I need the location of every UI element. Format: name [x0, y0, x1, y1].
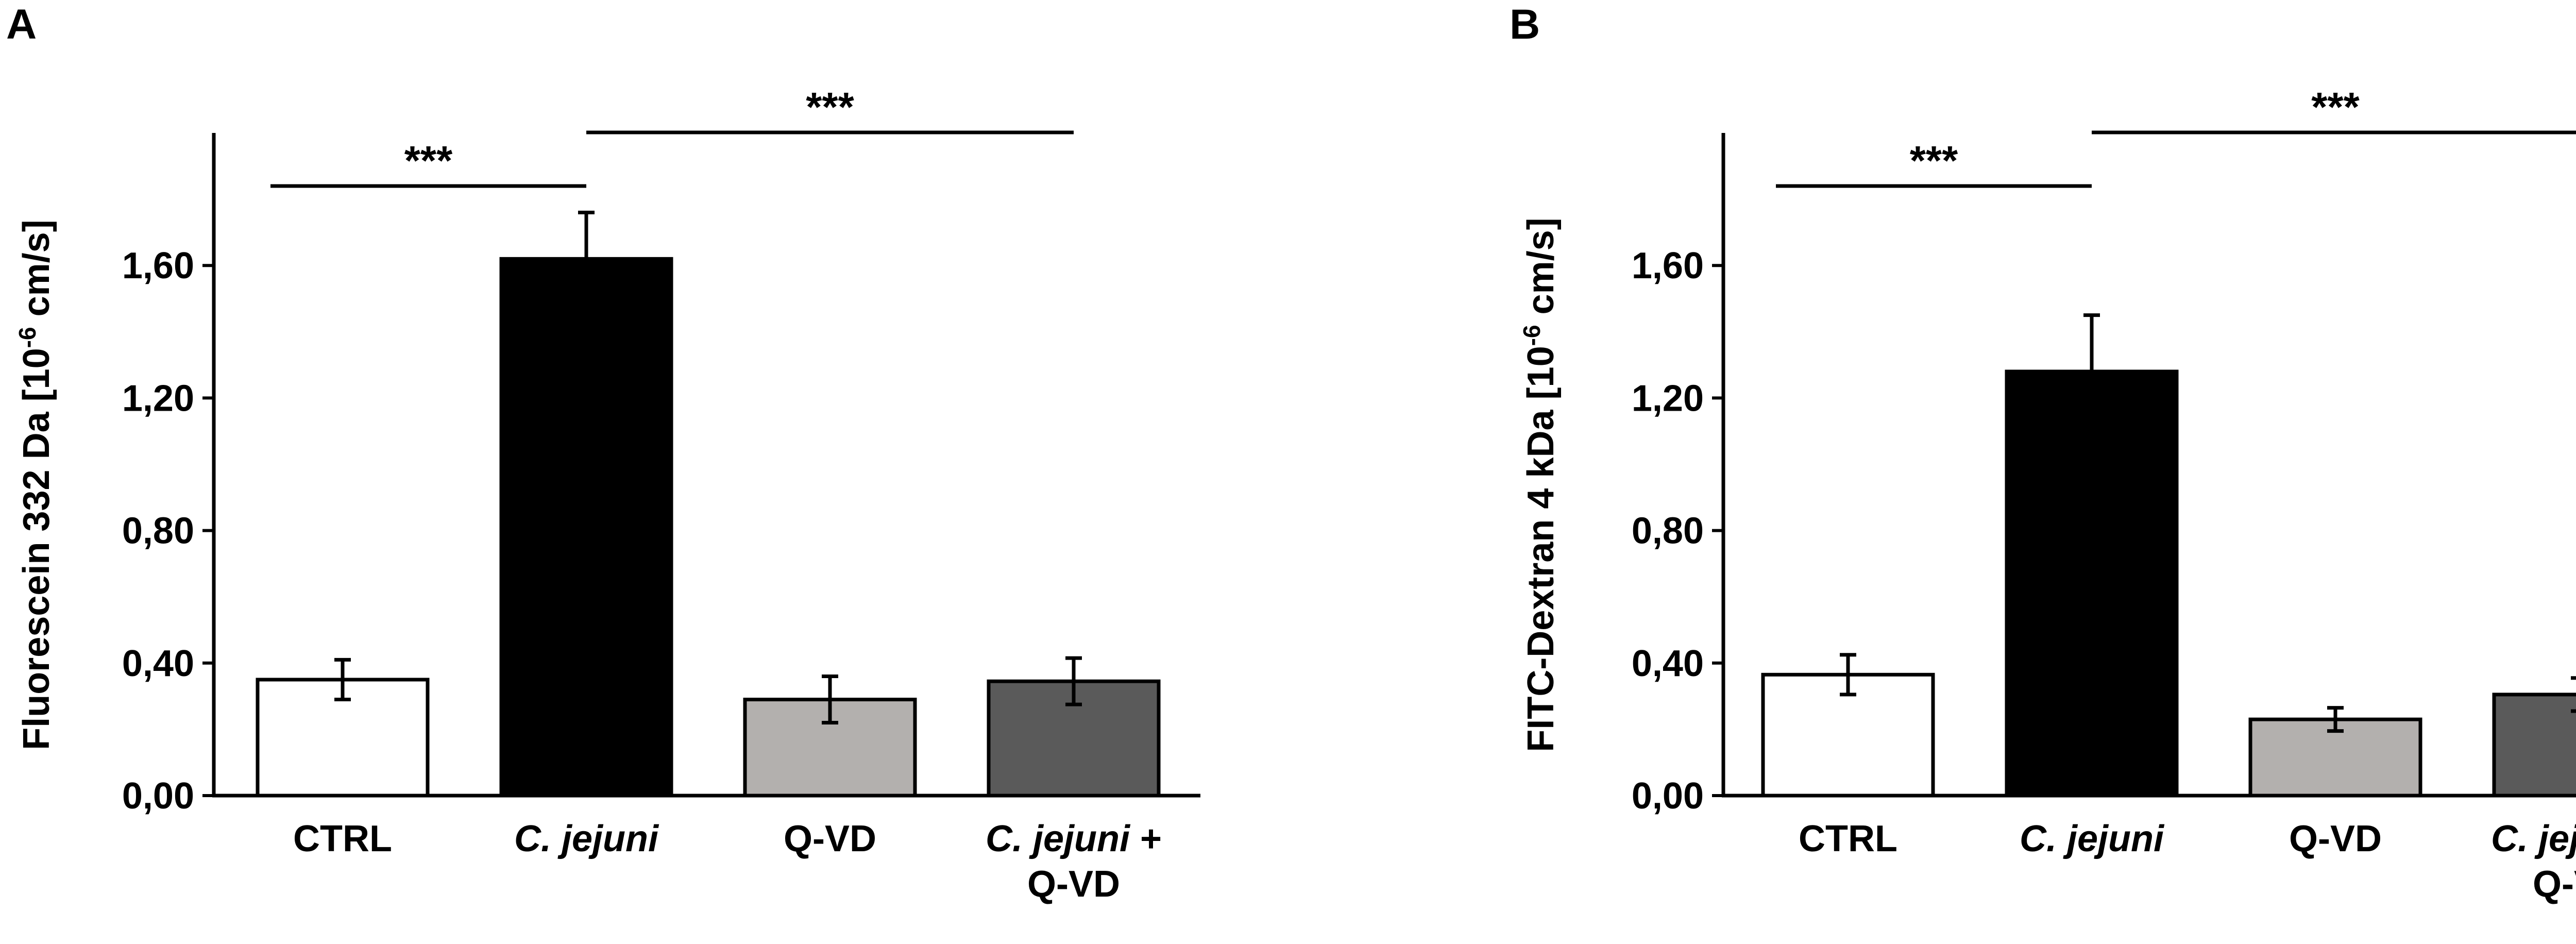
bar [743, 698, 917, 798]
x-category-label-part: C. jejuni [514, 818, 659, 859]
y-axis-title: Fluorescein 332 Da [10-6 cm/s] [14, 220, 57, 750]
x-category-label-part: C. jejuni [2020, 818, 2165, 859]
panel-b: B 0,00 0,40 0,80 1,20 1,60 FITC-Dextran 4 kDa … [1510, 1, 2576, 905]
bar [2005, 369, 2179, 798]
x-category-label: C. jejuni [2020, 818, 2165, 859]
y-axis-title: FITC-Dextran 4 kDa [10-6 cm/s] [1518, 217, 1562, 752]
x-category-label-part: C. jejuni [2491, 818, 2576, 859]
y-tick-label: 0,80 [122, 511, 194, 552]
x-category-label-part: + [1130, 818, 1162, 859]
y-axis-title-unit: cm/s] [1520, 217, 1562, 325]
y-tick-label: 0,00 [122, 776, 194, 817]
x-category-label-part: Q-VD [2289, 818, 2382, 859]
panel-letter: B [1510, 1, 1540, 48]
x-category-label: Q-VD [2533, 864, 2576, 905]
y-tick-label: 1,60 [1632, 245, 1704, 286]
significance-label: *** [806, 84, 854, 130]
bar [2492, 693, 2576, 798]
x-category-label-part: Q-VD [784, 818, 876, 859]
y-axis-title-main: FITC-Dextran 4 kDa [10 [1520, 346, 1562, 752]
x-category-label-part: CTRL [293, 818, 392, 859]
y-tick-label: 0,40 [122, 643, 194, 684]
x-category-label: Q-VD [2289, 818, 2382, 859]
y-tick-label: 0,40 [1632, 643, 1704, 684]
y-axis-title-unit: cm/s] [16, 220, 57, 327]
bar [499, 257, 673, 798]
x-category-label: CTRL [1799, 818, 1897, 859]
x-category-label-part: Q-VD [2533, 864, 2576, 905]
x-category-label: Q-VD [1027, 864, 1120, 905]
panel-letter: A [6, 1, 37, 48]
x-category-label: C. jejuni + [986, 818, 1162, 859]
y-axis-title-main: Fluorescein 332 Da [10 [16, 348, 57, 750]
x-category-label: C. jejuni [514, 818, 659, 859]
y-axis-title-exponent: -6 [14, 327, 41, 348]
y-tick-label: 1,20 [1632, 378, 1704, 419]
y-axis-title-exponent: -6 [1518, 325, 1545, 346]
y-tick-label: 0,80 [1632, 511, 1704, 552]
y-tick-label: 0,00 [1632, 776, 1704, 817]
significance-label: *** [1910, 138, 1958, 183]
x-category-label: C. jejuni + [2491, 818, 2576, 859]
significance-label: *** [2311, 84, 2360, 130]
x-category-label: Q-VD [784, 818, 876, 859]
x-category-label: CTRL [293, 818, 392, 859]
x-category-label-part: CTRL [1799, 818, 1897, 859]
significance-label: *** [404, 138, 453, 183]
y-tick-label: 1,60 [122, 245, 194, 286]
x-category-label-part: C. jejuni [986, 818, 1131, 859]
bar [987, 679, 1161, 798]
y-tick-label: 1,20 [122, 378, 194, 419]
panel-a: A 0,00 0,40 0,80 1,20 1,60 Fluorescein 332 Da … [6, 1, 1200, 905]
x-category-label-part: Q-VD [1027, 864, 1120, 905]
